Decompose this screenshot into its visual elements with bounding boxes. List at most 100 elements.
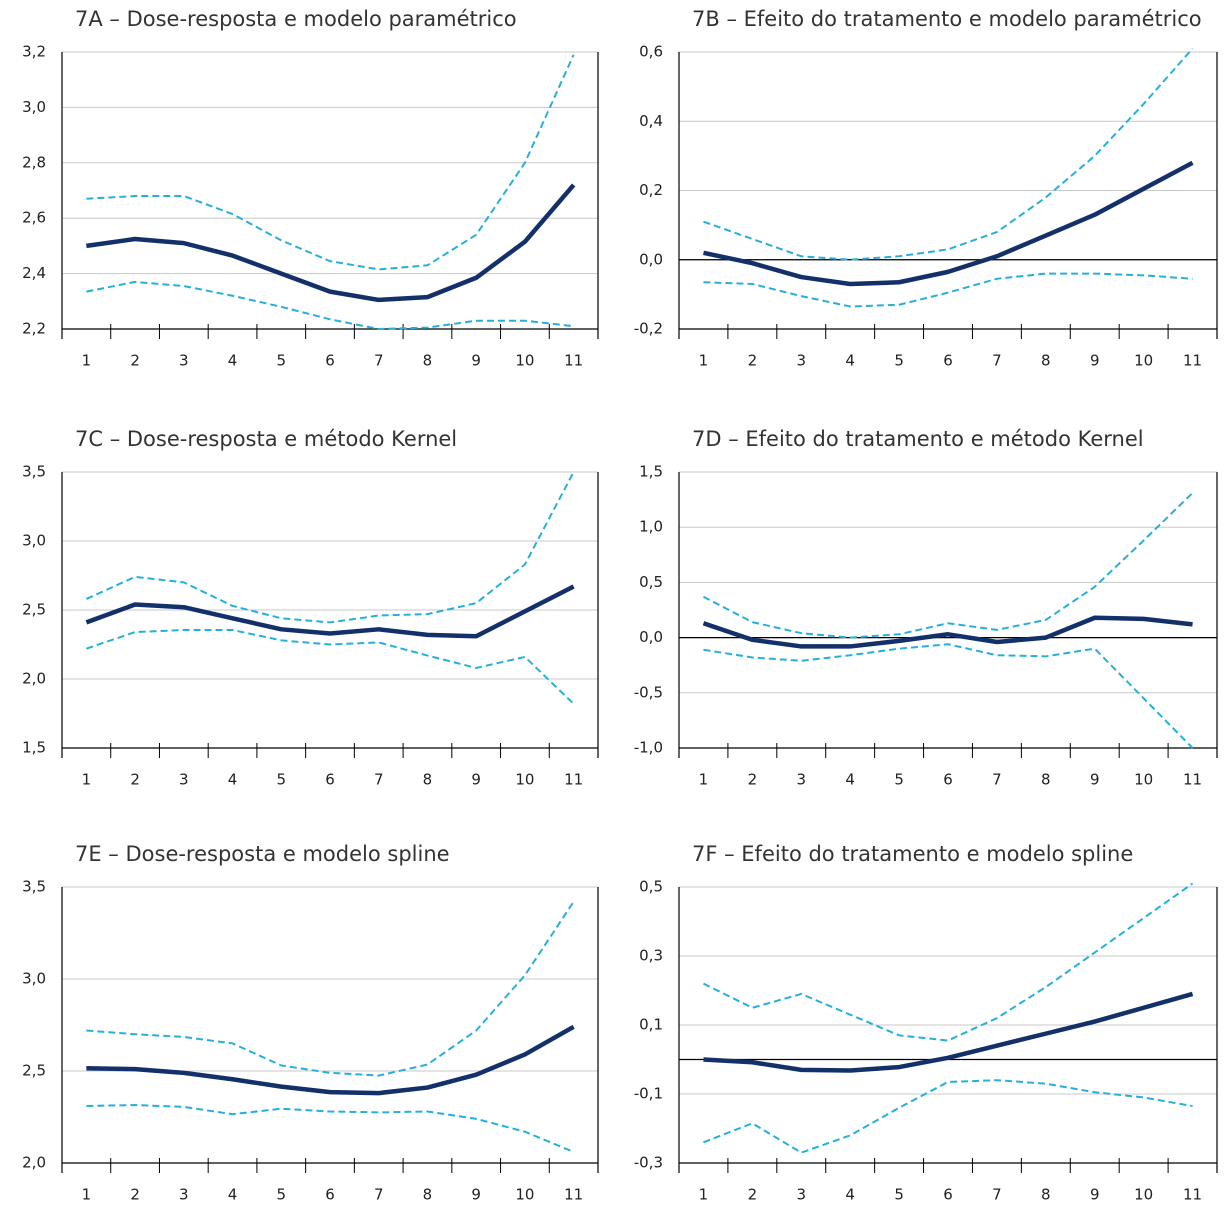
chart-title: 7E – Dose-resposta e modelo spline (75, 842, 450, 866)
y-tick-label: 0,3 (639, 947, 663, 965)
series-line (703, 1079, 1193, 1154)
x-tick-label: 7 (992, 1186, 1002, 1204)
x-tick-label: 1 (82, 771, 92, 789)
y-tick-label: 2,8 (22, 153, 46, 171)
series-line (86, 54, 575, 271)
y-tick-label: 3,2 (22, 43, 46, 61)
x-tick-label: 10 (1134, 352, 1153, 370)
x-tick-label: 2 (130, 1186, 140, 1204)
x-tick-label: 3 (796, 1186, 806, 1204)
x-tick-label: 3 (179, 1186, 189, 1204)
x-tick-label: 4 (845, 352, 855, 370)
x-tick-label: 7 (992, 352, 1002, 370)
y-tick-label: 2,0 (22, 670, 46, 688)
chart-title: 7C – Dose-resposta e método Kernel (75, 427, 457, 451)
x-tick-label: 2 (748, 771, 758, 789)
y-tick-label: 0,5 (639, 573, 663, 591)
y-tick-label: 0,1 (639, 1016, 663, 1034)
y-tick-label: -0,5 (634, 683, 663, 701)
x-tick-label: 9 (1090, 1186, 1100, 1204)
x-tick-label: 2 (748, 352, 758, 370)
series-line (86, 1024, 575, 1096)
y-tick-label: -1,0 (634, 739, 663, 757)
x-tick-label: 1 (82, 352, 92, 370)
x-tick-label: 5 (276, 771, 286, 789)
x-tick-label: 2 (130, 771, 140, 789)
x-tick-label: 11 (1183, 352, 1202, 370)
y-tick-label: 2,0 (22, 1154, 46, 1172)
x-tick-label: 3 (179, 352, 189, 370)
x-tick-label: 9 (471, 352, 481, 370)
x-tick-label: 9 (471, 1186, 481, 1204)
x-tick-label: 2 (130, 352, 140, 370)
x-tick-label: 9 (1090, 771, 1100, 789)
x-tick-label: 1 (699, 1186, 709, 1204)
x-tick-label: 2 (748, 1186, 758, 1204)
y-tick-label: 0,0 (639, 628, 663, 646)
x-tick-label: 7 (374, 771, 384, 789)
x-tick-label: 11 (1183, 1186, 1202, 1204)
x-tick-label: 1 (699, 771, 709, 789)
x-tick-label: 10 (1134, 1186, 1153, 1204)
y-tick-label: 3,5 (22, 878, 46, 896)
x-tick-label: 6 (943, 771, 953, 789)
x-tick-label: 11 (564, 771, 583, 789)
series-line (86, 183, 576, 303)
y-tick-label: 0,0 (639, 250, 663, 268)
y-tick-label: 3,5 (22, 463, 46, 481)
chart-title: 7F – Efeito do tratamento e modelo splin… (692, 842, 1133, 866)
x-tick-label: 11 (1183, 771, 1202, 789)
x-tick-label: 10 (515, 771, 534, 789)
y-tick-label: -0,3 (634, 1154, 663, 1172)
x-tick-label: 11 (564, 352, 583, 370)
series-line (702, 615, 1193, 649)
x-tick-label: 6 (943, 352, 953, 370)
series-line (702, 160, 1194, 287)
x-tick-label: 4 (228, 771, 238, 789)
y-tick-label: -0,2 (634, 320, 663, 338)
series-line (703, 991, 1194, 1073)
x-tick-label: 11 (564, 1186, 583, 1204)
x-tick-label: 4 (845, 771, 855, 789)
y-tick-label: 0,6 (639, 43, 663, 61)
x-tick-label: 4 (228, 352, 238, 370)
x-tick-label: 5 (894, 352, 904, 370)
y-tick-label: 0,2 (639, 181, 663, 199)
y-tick-label: 2,5 (22, 601, 46, 619)
series-line (86, 901, 575, 1077)
y-tick-label: 1,0 (639, 518, 663, 536)
x-tick-label: 4 (228, 1186, 238, 1204)
chart-title: 7B – Efeito do tratamento e modelo param… (692, 7, 1202, 31)
x-tick-label: 8 (1041, 1186, 1051, 1204)
y-tick-label: 2,2 (22, 320, 46, 338)
series-line (85, 584, 575, 639)
y-tick-label: 2,4 (22, 264, 46, 282)
x-tick-label: 8 (423, 771, 433, 789)
x-tick-label: 5 (894, 1186, 904, 1204)
chart-title: 7D – Efeito do tratamento e método Kerne… (692, 427, 1144, 451)
x-tick-label: 5 (276, 1186, 286, 1204)
y-tick-label: 3,0 (22, 532, 46, 550)
x-tick-label: 8 (423, 1186, 433, 1204)
series-line (702, 492, 1194, 639)
x-tick-label: 7 (374, 1186, 384, 1204)
y-tick-label: 0,5 (639, 878, 663, 896)
x-tick-label: 6 (325, 352, 335, 370)
y-tick-label: 3,0 (22, 98, 46, 116)
x-tick-label: 8 (1041, 352, 1051, 370)
chart-title: 7A – Dose-resposta e modelo paramétrico (75, 7, 517, 31)
x-tick-label: 7 (374, 352, 384, 370)
series-line (703, 643, 1194, 749)
y-tick-label: 2,6 (22, 209, 46, 227)
series-line (86, 629, 575, 705)
x-tick-label: 3 (796, 352, 806, 370)
x-tick-label: 6 (325, 771, 335, 789)
y-tick-label: 0,4 (639, 112, 663, 130)
x-tick-label: 3 (796, 771, 806, 789)
y-tick-label: 1,5 (22, 739, 46, 757)
x-tick-label: 6 (943, 1186, 953, 1204)
x-tick-label: 4 (845, 1186, 855, 1204)
x-tick-label: 7 (992, 771, 1002, 789)
